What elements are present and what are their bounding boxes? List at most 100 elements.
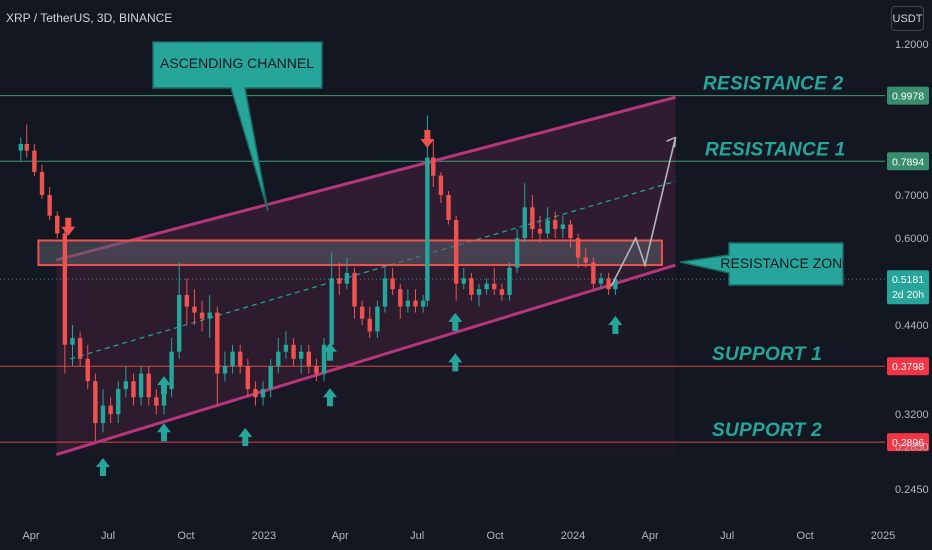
channel-upper-line[interactable] (56, 95, 676, 262)
candle (337, 262, 342, 295)
candle-body (55, 215, 60, 234)
up-arrow-icon (322, 388, 337, 407)
y-tick-label: 0.2850 (895, 442, 929, 454)
x-tick-label: Oct (177, 530, 194, 542)
candle (568, 220, 573, 248)
x-tick-label: Apr (22, 530, 39, 542)
price-badge: 0.3798 (887, 357, 929, 376)
candle (545, 207, 550, 239)
candle-body (237, 351, 243, 367)
candle-body (398, 289, 403, 307)
candle (298, 344, 304, 374)
candle (438, 171, 444, 204)
price-badge-bg (887, 86, 929, 105)
candle-body (268, 366, 273, 390)
candle-body (245, 366, 251, 390)
candle-body (93, 381, 98, 424)
candle (413, 289, 418, 313)
candle-body (492, 283, 497, 290)
candle-body (530, 207, 535, 229)
candle (283, 331, 289, 359)
price-badge: 0.9978 (887, 86, 929, 105)
candle (230, 344, 235, 374)
level-label: SUPPORT 1 (712, 344, 822, 365)
candle-body (85, 358, 90, 382)
candle (93, 373, 98, 442)
x-tick-label: Oct (797, 530, 814, 542)
resistance-zone-box[interactable] (37, 239, 663, 267)
candle (398, 283, 403, 319)
price-badge: 0.7894 (887, 152, 929, 171)
candle (583, 247, 588, 268)
candle (154, 389, 159, 415)
candle-body (215, 312, 220, 374)
candle-body (230, 351, 235, 367)
x-tick-label: Jul (410, 530, 424, 542)
candle (476, 283, 482, 307)
candle-body (575, 238, 581, 258)
price-badge-bg (887, 357, 929, 376)
candle-body (131, 381, 136, 398)
candle-body (446, 194, 451, 221)
zone-callout[interactable]: RESISTANCE ZONE (679, 242, 852, 286)
candle-body (337, 278, 342, 284)
up-arrow-icon (156, 376, 171, 395)
candle-body (184, 294, 190, 307)
channel-mid-line[interactable] (70, 180, 676, 360)
channel-callout-label: ASCENDING CHANNEL (160, 55, 314, 71)
candle-body (100, 405, 106, 424)
candle-body (375, 306, 380, 332)
candle (352, 267, 357, 319)
candle (268, 358, 273, 398)
candle-body (177, 294, 182, 352)
y-tick-label: 0.2450 (895, 484, 929, 496)
candle (314, 358, 319, 382)
candle (85, 344, 90, 390)
candle (431, 140, 436, 188)
candle-body (70, 338, 75, 345)
down-arrow-icon (420, 129, 435, 148)
candle (606, 272, 611, 295)
candle (321, 338, 327, 382)
candle (469, 272, 474, 301)
channel-lower-line[interactable] (55, 263, 676, 457)
candle (484, 278, 489, 295)
candle-body (420, 300, 426, 307)
candle-body (583, 257, 588, 263)
candle-body (522, 207, 527, 239)
candle (116, 381, 121, 424)
candle-body (260, 389, 266, 398)
candle (359, 300, 365, 326)
candle (537, 215, 543, 243)
projection-path[interactable] (610, 137, 677, 287)
candle-body (438, 175, 444, 195)
candle (237, 344, 243, 374)
candle-body (116, 389, 121, 415)
candle (405, 289, 411, 313)
candle (207, 294, 212, 339)
candle (169, 338, 174, 398)
candle (598, 272, 604, 290)
level-label: SUPPORT 2 (712, 420, 822, 441)
channel-callout-box (152, 41, 323, 212)
candle (499, 283, 505, 301)
candle-body (425, 157, 430, 301)
candle-body (283, 344, 289, 352)
candle (108, 397, 113, 424)
candle (514, 228, 520, 273)
candle (131, 373, 136, 406)
currency-button[interactable]: USDT (891, 6, 924, 31)
current-price-value: 0.5181 (892, 274, 924, 286)
candle-body (146, 373, 151, 398)
candle (591, 257, 596, 290)
candle-body (476, 289, 482, 295)
x-tick-label: 2025 (871, 530, 895, 542)
candle-body (367, 318, 372, 332)
candle (613, 278, 618, 295)
channel-callout[interactable]: ASCENDING CHANNEL (152, 41, 323, 212)
y-tick-label: 0.3200 (895, 409, 929, 421)
candle (245, 358, 251, 398)
x-tick-label: Apr (642, 530, 659, 542)
candle-body (169, 351, 174, 390)
